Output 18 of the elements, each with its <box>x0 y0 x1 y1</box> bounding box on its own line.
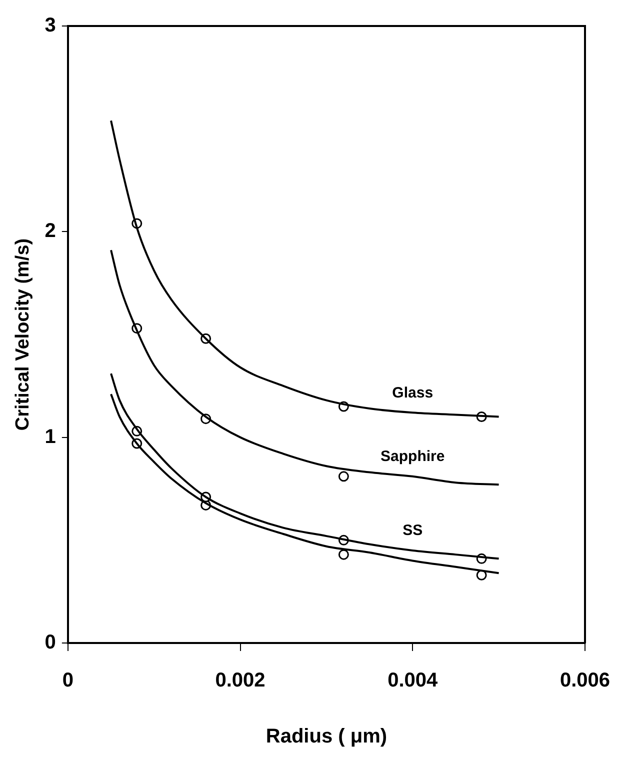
y-tick-label: 3 <box>44 14 56 37</box>
point <box>338 549 349 560</box>
x-tick-label: 0 <box>62 670 74 692</box>
point <box>338 471 349 482</box>
y-tick-label: 0 <box>44 632 56 654</box>
x-axis-title: Radius ( μm) <box>266 726 388 748</box>
y-axis-title: Critical Velocity (m/s) <box>12 238 34 431</box>
series-label: Glass <box>392 384 434 402</box>
x-tick-label: 0.002 <box>215 670 266 692</box>
line-series <box>110 120 500 418</box>
line-series <box>110 249 500 486</box>
x-tick-label: 0.006 <box>560 670 610 692</box>
series-label: Sapphire <box>380 448 445 466</box>
x-tick-label: 0.004 <box>388 670 439 692</box>
line-series <box>110 372 500 560</box>
y-tick-label: 2 <box>44 220 56 242</box>
series-label: SS <box>402 522 423 540</box>
y-tick-label: 1 <box>44 426 56 448</box>
